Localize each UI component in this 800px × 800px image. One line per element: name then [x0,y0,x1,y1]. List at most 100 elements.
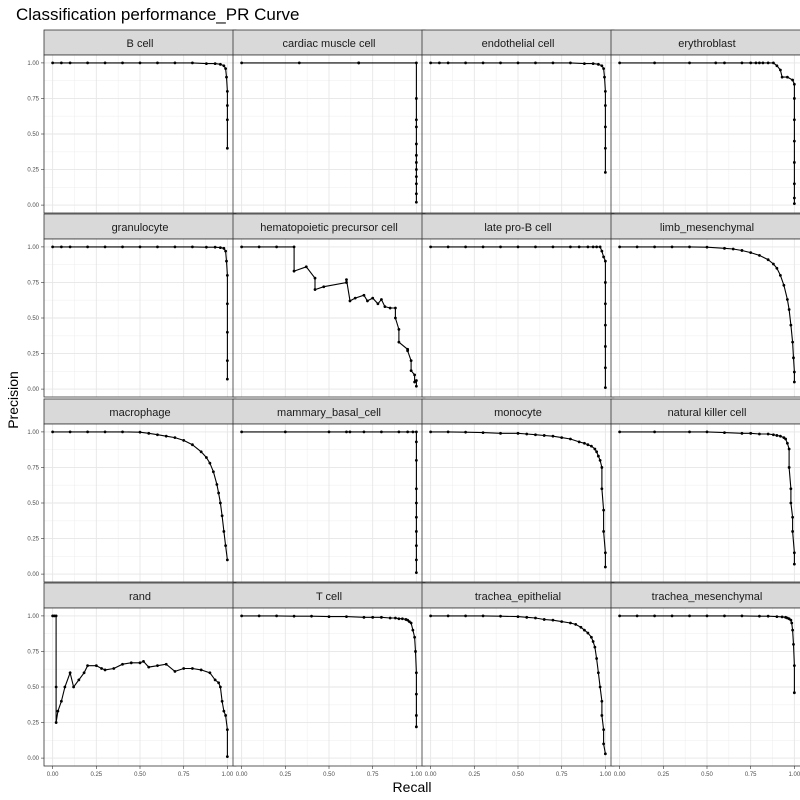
x-tick-label: 0.75 [367,772,379,778]
pr-point [376,302,380,306]
pr-point [586,443,590,447]
pr-point [499,61,502,65]
pr-point [257,245,261,249]
pr-point [670,614,674,618]
pr-point [635,614,639,618]
pr-point [414,544,418,548]
y-tick-label: 1.00 [27,614,39,620]
pr-point [121,662,124,666]
pr-point [582,62,586,66]
pr-point [366,299,369,303]
pr-point [551,618,555,622]
pr-point [240,245,244,249]
pr-point [595,450,599,454]
pr-point [414,384,418,388]
pr-point [414,161,418,164]
panel-strip [232,582,426,609]
pr-point [409,359,413,363]
pr-point [792,370,796,374]
pr-point [225,558,229,562]
pr-point [577,440,581,444]
pr-point [213,245,217,249]
pr-point [569,621,572,625]
pr-point [542,434,546,437]
pr-point [787,308,791,311]
pr-point [603,302,607,306]
pr-point [600,714,604,717]
pr-point [653,430,656,434]
pr-point [749,431,753,435]
pr-point [602,530,606,533]
pr-point [164,434,168,438]
pr-point [215,483,219,486]
pr-point [414,571,418,575]
pr-point [413,635,417,639]
panel-border [610,238,800,398]
pr-point [787,466,791,469]
pr-curve-line [241,246,417,387]
pr-point [414,125,418,129]
y-tick-label: 0.00 [27,572,39,578]
y-tick-label: 0.00 [27,387,39,393]
pr-point [758,614,761,618]
pr-point [380,430,383,434]
pr-point [791,515,795,519]
pr-point [600,466,604,469]
pr-point [414,153,418,157]
pr-point [345,278,348,282]
pr-point [414,430,418,434]
pr-point [705,245,709,249]
x-tick-label: 0.00 [236,772,248,778]
pr-point [766,61,770,65]
pr-point [275,245,278,249]
pr-point [275,614,278,618]
x-tick-label: 0.50 [512,772,524,778]
pr-point [103,430,107,434]
pr-point [173,436,177,439]
pr-point [792,161,796,164]
pr-point [240,61,244,65]
panel-endothelial-cell: endothelial cell [421,29,615,214]
pr-point [446,245,450,249]
pr-point [191,61,194,65]
pr-point [602,728,606,732]
pr-point [596,671,600,675]
panel-natural-killer-cell: natural killer cell [610,398,800,583]
pr-point [688,61,691,65]
pr-point [603,125,607,129]
pr-point [778,434,782,438]
pr-point [481,61,485,65]
pr-point [414,530,418,533]
pr-point [688,430,691,434]
pr-point [414,714,418,717]
panel-strip [421,29,615,56]
pr-point [778,273,782,277]
pr-point [322,285,326,289]
pr-point [602,742,606,746]
pr-point [791,78,795,82]
pr-point [156,433,159,437]
panel-limb-mesenchymal: limb_mesenchymal [610,213,800,398]
pr-point [371,296,375,300]
pr-point [414,440,418,444]
pr-point [591,245,595,249]
pr-point [371,615,375,619]
pr-point [582,441,586,445]
y-tick-label: 0.50 [27,685,39,691]
pr-point [789,487,793,491]
pr-point [138,430,142,434]
pr-point [464,430,467,434]
pr-point [618,614,622,618]
pr-point [789,501,793,505]
pr-point [224,714,228,717]
pr-point [792,139,796,143]
pr-point [414,379,418,382]
pr-point [173,245,177,249]
pr-point [603,75,606,79]
pr-point [593,447,597,451]
pr-point [603,565,607,569]
pr-point [224,67,228,70]
pr-point [182,667,186,670]
pr-point [586,245,590,249]
pr-point [68,430,72,434]
